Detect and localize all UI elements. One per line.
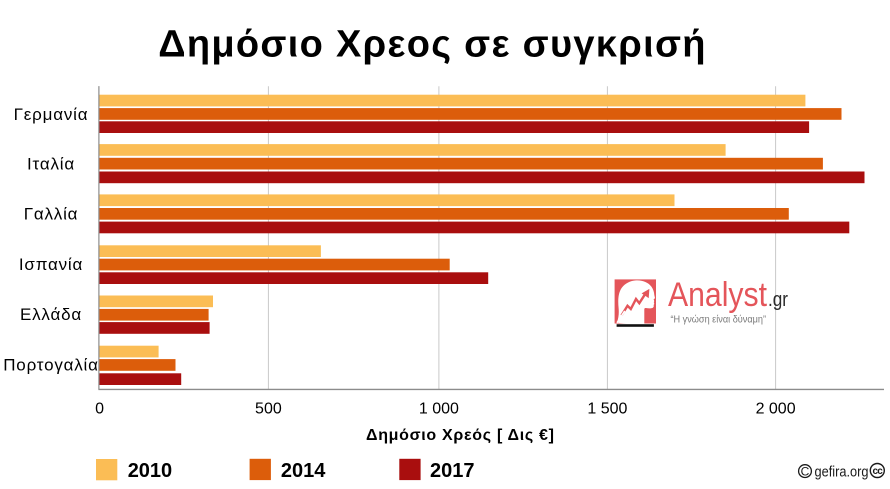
svg-text:Δημόσιο Χρεος σε συγκρισή: Δημόσιο Χρεος σε συγκρισή bbox=[158, 24, 707, 66]
svg-text:C: C bbox=[801, 464, 810, 478]
svg-text:2010: 2010 bbox=[128, 460, 173, 482]
svg-text:Πορτογαλία: Πορτογαλία bbox=[3, 355, 99, 374]
svg-text:2017: 2017 bbox=[430, 460, 475, 482]
svg-text:gefira.org: gefira.org bbox=[815, 465, 869, 481]
svg-text:Γαλλία: Γαλλία bbox=[24, 205, 79, 224]
svg-text:Ιταλία: Ιταλία bbox=[27, 154, 75, 173]
svg-text:cc: cc bbox=[873, 466, 884, 477]
svg-text:Ελλάδα: Ελλάδα bbox=[20, 305, 82, 324]
svg-text:“Η γνώση είναι δύναμη”: “Η γνώση είναι δύναμη” bbox=[671, 313, 767, 325]
svg-text:Δημόσιο Χρεός [ Δις €]: Δημόσιο Χρεός [ Δις €] bbox=[366, 427, 555, 444]
svg-text:.gr: .gr bbox=[768, 289, 788, 311]
svg-text:1 000: 1 000 bbox=[419, 400, 459, 417]
svg-text:2 000: 2 000 bbox=[756, 400, 796, 417]
svg-text:Γερμανία: Γερμανία bbox=[14, 105, 89, 124]
svg-text:Ισπανία: Ισπανία bbox=[19, 255, 83, 274]
svg-text:1 500: 1 500 bbox=[587, 400, 627, 417]
svg-text:Analyst: Analyst bbox=[668, 276, 767, 314]
svg-text:500: 500 bbox=[255, 400, 282, 417]
svg-text:0: 0 bbox=[95, 400, 104, 417]
svg-text:2014: 2014 bbox=[281, 460, 326, 482]
